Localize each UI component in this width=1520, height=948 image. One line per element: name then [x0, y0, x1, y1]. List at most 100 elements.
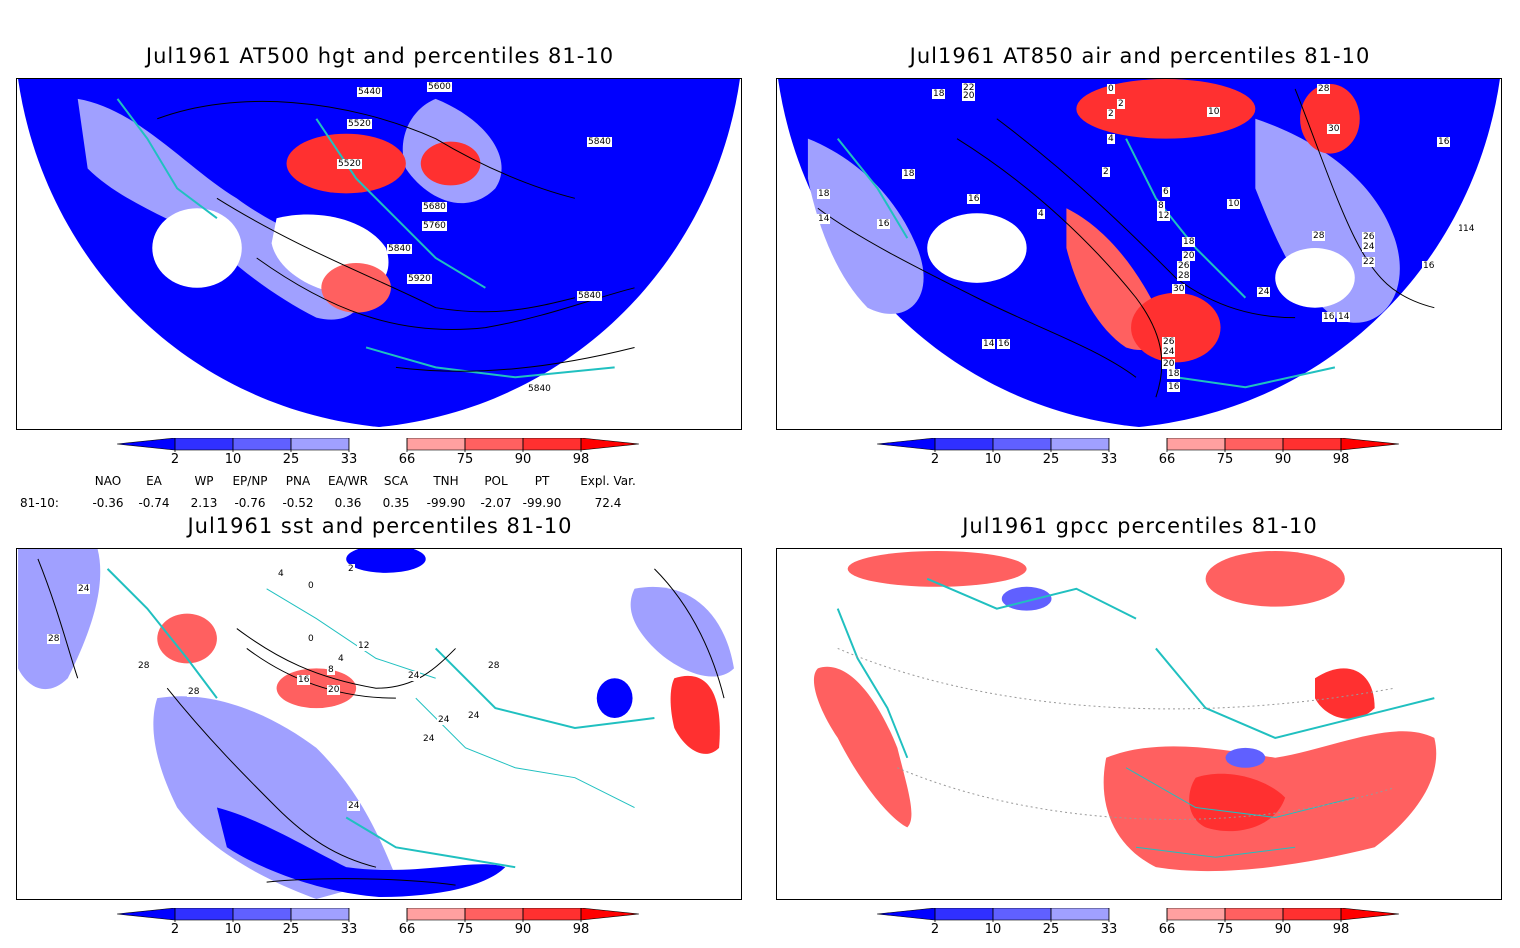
coastline	[1125, 767, 1355, 858]
percentile-field-dark	[596, 678, 633, 719]
contour-label: 16	[997, 339, 1011, 349]
contour-label: 20	[327, 685, 341, 695]
contour-label: 5760	[422, 221, 447, 231]
graticule	[837, 647, 1395, 820]
contour-label: 8	[1157, 201, 1165, 211]
contour-label: 5440	[357, 87, 382, 97]
coastline	[106, 568, 655, 869]
contour-label: 24	[422, 734, 436, 744]
colorbar-tick-label: 2	[930, 922, 940, 937]
colorbar-arrow-low	[117, 908, 176, 921]
contour-label: 18	[1182, 237, 1196, 247]
colorbar-tick-label: 10	[224, 922, 242, 937]
colorbar-segment	[290, 438, 350, 451]
colorbar-segment	[290, 908, 350, 921]
contour-label: 5840	[387, 244, 412, 254]
contour-label: 4	[277, 569, 285, 579]
contour-label: 2	[1107, 109, 1115, 119]
percentile-field-red	[157, 613, 217, 664]
colorbar-tick-label: 98	[1332, 452, 1350, 467]
contour-label: 24	[1162, 347, 1176, 357]
colorbar-graphic	[117, 438, 640, 452]
colorbar-arrow-low	[877, 438, 936, 451]
index-value: 0.36	[334, 496, 362, 510]
contour-line	[236, 628, 456, 689]
index-header: SCA	[383, 474, 409, 488]
colorbar-segment	[1050, 908, 1110, 921]
contour-label: 14	[1337, 312, 1351, 322]
contour-label: 28	[47, 634, 61, 644]
colorbar-tick-label: 25	[282, 922, 300, 937]
contour-label: 30	[1327, 124, 1341, 134]
percentile-field-dark	[1314, 668, 1375, 719]
map-sst: 28 24 28 28 4 0 2 0 4 8 12 16 20 24 24 24 28 24 24	[16, 548, 742, 900]
contour-line	[395, 346, 635, 372]
colorbar-tick-label: 66	[1158, 452, 1176, 467]
colorbar-segment	[1166, 438, 1226, 451]
percentile-field-dark	[346, 549, 426, 573]
colorbar-tick-label: 2	[930, 452, 940, 467]
contour-label: 16	[1167, 382, 1181, 392]
colorbar-arrow-low	[877, 908, 936, 921]
contour-label: 0	[1107, 84, 1115, 94]
colorbar-tick-label: 90	[1274, 452, 1292, 467]
colorbar-tick-label: 33	[340, 452, 358, 467]
percentile-field-red	[1300, 83, 1360, 154]
contour-label: 28	[1177, 271, 1191, 281]
contour-label: 16	[1322, 312, 1336, 322]
contour-line	[654, 568, 725, 699]
map-gpcc	[776, 548, 1502, 900]
index-header: PNA	[285, 474, 311, 488]
percentile-field-light	[1255, 118, 1400, 323]
contour-label: 20	[1162, 359, 1176, 369]
contour-label: 24	[347, 801, 361, 811]
contour-label: 0	[307, 634, 315, 644]
colorbar-tick-label: 25	[282, 452, 300, 467]
contour-label: 30	[1172, 284, 1186, 294]
colorbar-arrow-high	[580, 438, 640, 451]
panel-title-air850: Jul1961 AT850 air and percentiles 81-10	[909, 44, 1371, 68]
colorbar-segment	[992, 438, 1052, 451]
contour-label: 5600	[427, 82, 452, 92]
percentile-field-red	[813, 666, 912, 828]
percentile-field-light	[1001, 586, 1052, 611]
contour-label: 5840	[577, 291, 602, 301]
colorbar-segment	[232, 908, 292, 921]
colorbar-segment	[1282, 908, 1342, 921]
contour-label: 20	[962, 91, 976, 101]
panel-title-hgt500: Jul1961 AT500 hgt and percentiles 81-10	[145, 44, 615, 68]
contour-label: 16	[877, 219, 891, 229]
colorbar-tick-label: 90	[514, 452, 532, 467]
contour-label: 16	[1422, 261, 1436, 271]
colorbar-tick-label: 75	[456, 452, 474, 467]
colorbar-tick-label: 25	[1042, 922, 1060, 937]
index-value: 0.35	[382, 496, 410, 510]
percentile-field-white	[1275, 248, 1355, 308]
colorbar-graphic	[877, 438, 1400, 452]
colorbar-tick-label: 66	[398, 922, 416, 937]
colorbar-tick-label: 33	[1100, 452, 1118, 467]
contour-line	[216, 197, 576, 313]
coastline	[836, 138, 1336, 389]
colorbar-tick-label: 10	[984, 922, 1002, 937]
contour-label: 14	[1462, 224, 1476, 234]
contour-label: 14	[982, 339, 996, 349]
percentile-field-light	[807, 138, 924, 314]
coastline	[836, 577, 1435, 759]
index-header: EA	[146, 474, 162, 488]
contour-label: 24	[1257, 287, 1271, 297]
colorbar: 2 10 25 33 66 75 90 98	[877, 908, 1407, 948]
index-value: -0.76	[234, 496, 266, 510]
colorbar-arrow-high	[1340, 908, 1400, 921]
colorbar-segment	[1109, 438, 1167, 450]
contour-label: 4	[1107, 134, 1115, 144]
contour-label: 5840	[527, 384, 552, 394]
colorbar-tick-label: 2	[170, 452, 180, 467]
index-value: -2.07	[480, 496, 512, 510]
percentile-field-red	[847, 550, 1027, 587]
colorbar-tick-label: 2	[170, 922, 180, 937]
colorbar-tick-label: 98	[572, 922, 590, 937]
contour-label: 5520	[337, 159, 362, 169]
contour-label: 26	[1177, 261, 1191, 271]
panel-title-gpcc: Jul1961 gpcc percentiles 81-10	[962, 514, 1318, 538]
